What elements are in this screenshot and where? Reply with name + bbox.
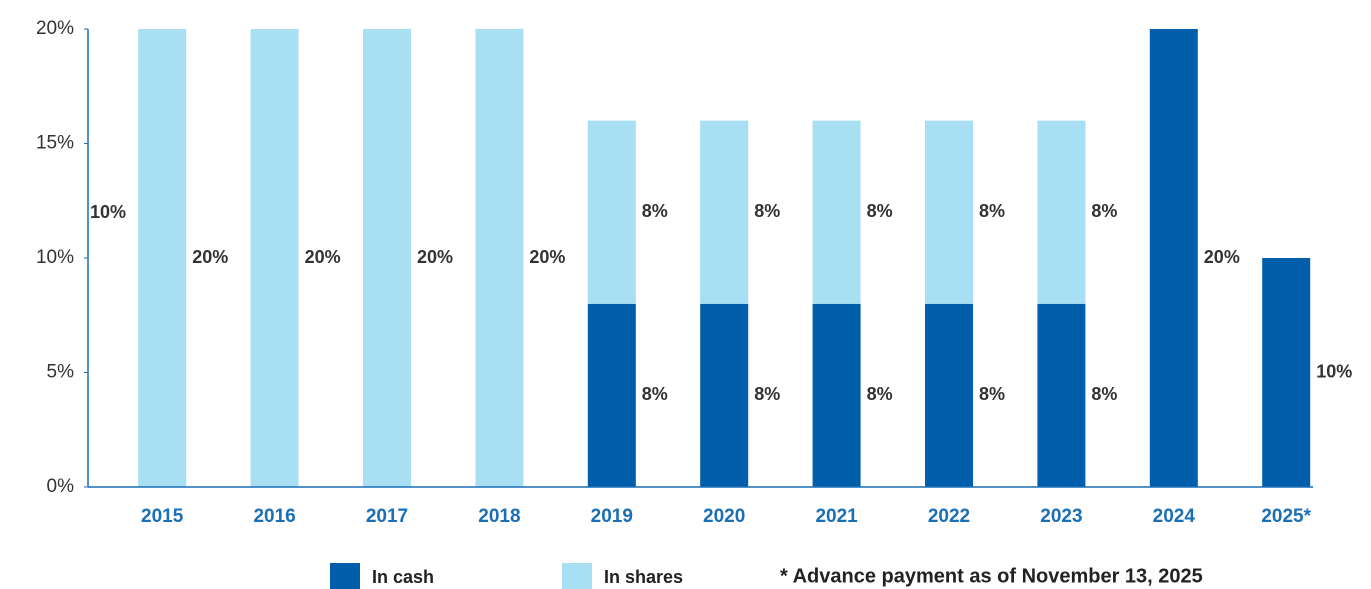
bar-segment <box>1149 29 1198 487</box>
bar-segment <box>250 29 299 487</box>
x-tick-label: 2019 <box>591 506 633 527</box>
bar-segment <box>925 303 973 487</box>
data-label: 20% <box>305 247 341 267</box>
data-label: 10% <box>1316 361 1352 381</box>
y-tick-label: 0% <box>47 476 75 497</box>
footnote: * Advance payment as of November 13, 202… <box>780 565 1203 587</box>
edge-label: 10% <box>90 202 126 222</box>
x-tick-label: 2021 <box>815 506 858 527</box>
x-tick-label: 2022 <box>928 506 970 527</box>
bar-segment <box>925 120 973 304</box>
bar-segment <box>1262 258 1311 487</box>
bar-segment <box>700 303 749 487</box>
bar-segment <box>1037 303 1086 487</box>
legend-label: In shares <box>604 567 683 587</box>
data-label: 8% <box>979 201 1005 221</box>
bar-segment <box>587 303 636 487</box>
bar-segment <box>1037 120 1086 304</box>
bar-segment <box>587 120 636 304</box>
bar-segment <box>700 120 749 304</box>
legend-label: In cash <box>372 567 434 587</box>
x-tick-label: 2025* <box>1261 506 1311 527</box>
data-label: 20% <box>417 247 453 267</box>
data-label: 8% <box>979 384 1005 404</box>
y-tick-label: 15% <box>36 133 74 154</box>
y-tick-label: 5% <box>47 362 75 383</box>
data-label: 8% <box>1091 201 1117 221</box>
bar-segment <box>475 29 524 487</box>
data-label: 8% <box>642 384 668 404</box>
y-tick-label: 10% <box>36 247 74 268</box>
x-tick-label: 2020 <box>703 506 745 527</box>
x-tick-label: 2017 <box>366 506 408 527</box>
bar-segment <box>812 303 861 487</box>
x-tick-label: 2024 <box>1153 506 1196 527</box>
data-label: 20% <box>1204 247 1240 267</box>
data-label: 8% <box>754 201 780 221</box>
data-label: 20% <box>192 247 228 267</box>
bar-segment <box>138 29 187 487</box>
data-label: 8% <box>754 384 780 404</box>
legend-swatch <box>330 563 360 589</box>
data-label: 8% <box>867 384 893 404</box>
data-label: 8% <box>867 201 893 221</box>
x-tick-label: 2023 <box>1040 506 1082 527</box>
data-label: 8% <box>1091 384 1117 404</box>
x-tick-label: 2018 <box>478 506 520 527</box>
legend-swatch <box>562 563 592 589</box>
data-label: 8% <box>642 201 668 221</box>
x-tick-label: 2016 <box>253 506 295 527</box>
data-label: 20% <box>529 247 565 267</box>
bar-segment <box>363 29 411 487</box>
bar-segment <box>812 120 861 304</box>
y-tick-label: 20% <box>36 18 74 39</box>
x-tick-label: 2015 <box>141 506 184 527</box>
